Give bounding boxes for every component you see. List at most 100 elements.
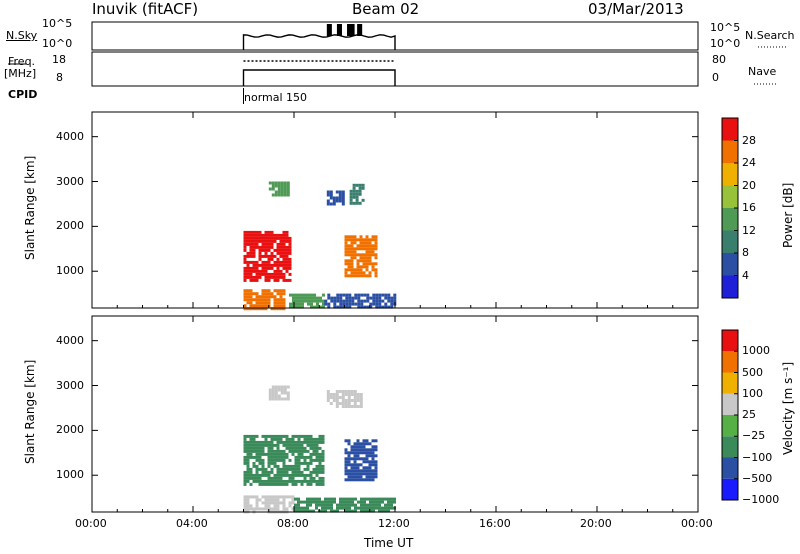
heatmap-cell	[303, 509, 306, 513]
heatmap-cell	[288, 245, 292, 249]
heatmap-cell	[326, 202, 330, 206]
heatmap-cell	[300, 482, 304, 486]
heatmap-cell	[307, 296, 310, 300]
heatmap-cell	[252, 269, 256, 273]
heatmap-cell	[273, 298, 277, 302]
heatmap-cell	[255, 443, 259, 447]
heatmap-cell	[350, 469, 354, 473]
heatmap-cell	[252, 230, 256, 234]
heatmap-cell	[307, 299, 310, 303]
heatmap-cell	[312, 452, 316, 456]
heatmap-cell	[267, 275, 271, 279]
heatmap-cell	[264, 248, 268, 252]
heatmap-cell	[264, 269, 268, 273]
heatmap-cell	[282, 467, 286, 471]
heatmap-cell	[352, 186, 356, 190]
heatmap-cell	[352, 189, 356, 193]
heatmap-cell	[243, 501, 247, 505]
heatmap-cell	[264, 254, 268, 258]
heatmap-cell	[362, 253, 366, 257]
heatmap-cell	[249, 440, 253, 444]
heatmap-cell	[252, 449, 256, 453]
heatmap-cell	[300, 440, 304, 444]
heatmap-cell	[310, 293, 313, 297]
heatmap-cell	[339, 293, 343, 297]
heatmap-cell	[252, 298, 256, 302]
heatmap-cell	[365, 235, 369, 239]
heatmap-cell	[267, 440, 271, 444]
heatmap-panel-2	[243, 385, 396, 514]
heatmap-cell	[267, 449, 271, 453]
heatmap-cell	[264, 272, 268, 276]
heatmap-cell	[246, 452, 250, 456]
heatmap-cell	[288, 239, 292, 243]
heatmap-cell	[294, 479, 298, 483]
heatmap-cell	[279, 452, 283, 456]
heatmap-cell	[347, 396, 351, 399]
heatmap-cell	[276, 269, 280, 273]
heatmap-cell	[246, 461, 250, 465]
heatmap-cell	[252, 245, 256, 249]
heatmap-cell	[283, 181, 287, 185]
heatmap-cell	[362, 445, 366, 449]
heatmap-cell	[347, 250, 351, 254]
heatmap-cell	[255, 452, 259, 456]
heatmap-cell	[349, 192, 353, 196]
nave-label: Nave	[748, 65, 777, 78]
heatmap-cell	[276, 260, 280, 264]
heatmap-cell	[276, 278, 280, 282]
heatmap-cell	[344, 399, 348, 402]
heatmap-cell	[292, 296, 295, 300]
heatmap-cell	[375, 500, 378, 504]
heatmap-cell	[368, 466, 372, 470]
heatmap-cell	[365, 241, 369, 245]
cpid-value: normal 150	[244, 91, 308, 104]
heatmap-cell	[309, 446, 313, 450]
heatmap-cell	[279, 298, 283, 302]
heatmap-cell	[249, 239, 253, 243]
heatmap-cell	[264, 263, 268, 267]
heatmap-cell	[345, 497, 348, 501]
heatmap-cell	[264, 501, 268, 505]
heatmap-cell	[255, 476, 259, 480]
heatmap-cell	[306, 449, 310, 453]
heatmap-cell	[276, 501, 280, 505]
heatmap-cell	[356, 472, 360, 476]
heatmap-cell	[291, 495, 295, 499]
heatmap-cell	[264, 498, 268, 502]
heatmap-cell	[243, 479, 247, 483]
heatmap-cell	[318, 434, 322, 438]
heatmap-cell	[304, 293, 307, 297]
heatmap-cell	[303, 449, 307, 453]
heatmap-cell	[267, 482, 271, 486]
heatmap-cell	[333, 305, 337, 309]
heatmap-cell	[273, 449, 277, 453]
heatmap-cell	[270, 245, 274, 249]
heatmap-cell	[335, 196, 339, 200]
heatmap-cell	[371, 250, 375, 254]
y-tick-label: 1000	[56, 468, 84, 482]
heatmap-cell	[309, 452, 313, 456]
heatmap-cell	[368, 478, 372, 482]
heatmap-cell	[321, 455, 325, 459]
heatmap-cell	[255, 292, 259, 296]
heatmap-cell	[304, 299, 307, 303]
heatmap-cell	[303, 506, 306, 510]
heatmap-cell	[264, 298, 268, 302]
heatmap-cell	[249, 254, 253, 258]
heatmap-cell	[264, 275, 268, 279]
heatmap-cell	[341, 190, 345, 194]
heatmap-cell	[349, 195, 353, 199]
heatmap-cell	[306, 479, 310, 483]
heatmap-cell	[313, 299, 316, 303]
heatmap-cell	[347, 442, 351, 446]
nave-tick-bottom: 0	[712, 71, 719, 84]
heatmap-cell	[291, 467, 295, 471]
colorbar-segment	[722, 230, 738, 253]
heatmap-cell	[312, 449, 316, 453]
heatmap-cell	[282, 443, 286, 447]
heatmap-cell	[371, 463, 375, 467]
heatmap-cell	[321, 506, 324, 510]
heatmap-cell	[344, 478, 348, 482]
heatmap-cell	[243, 482, 247, 486]
